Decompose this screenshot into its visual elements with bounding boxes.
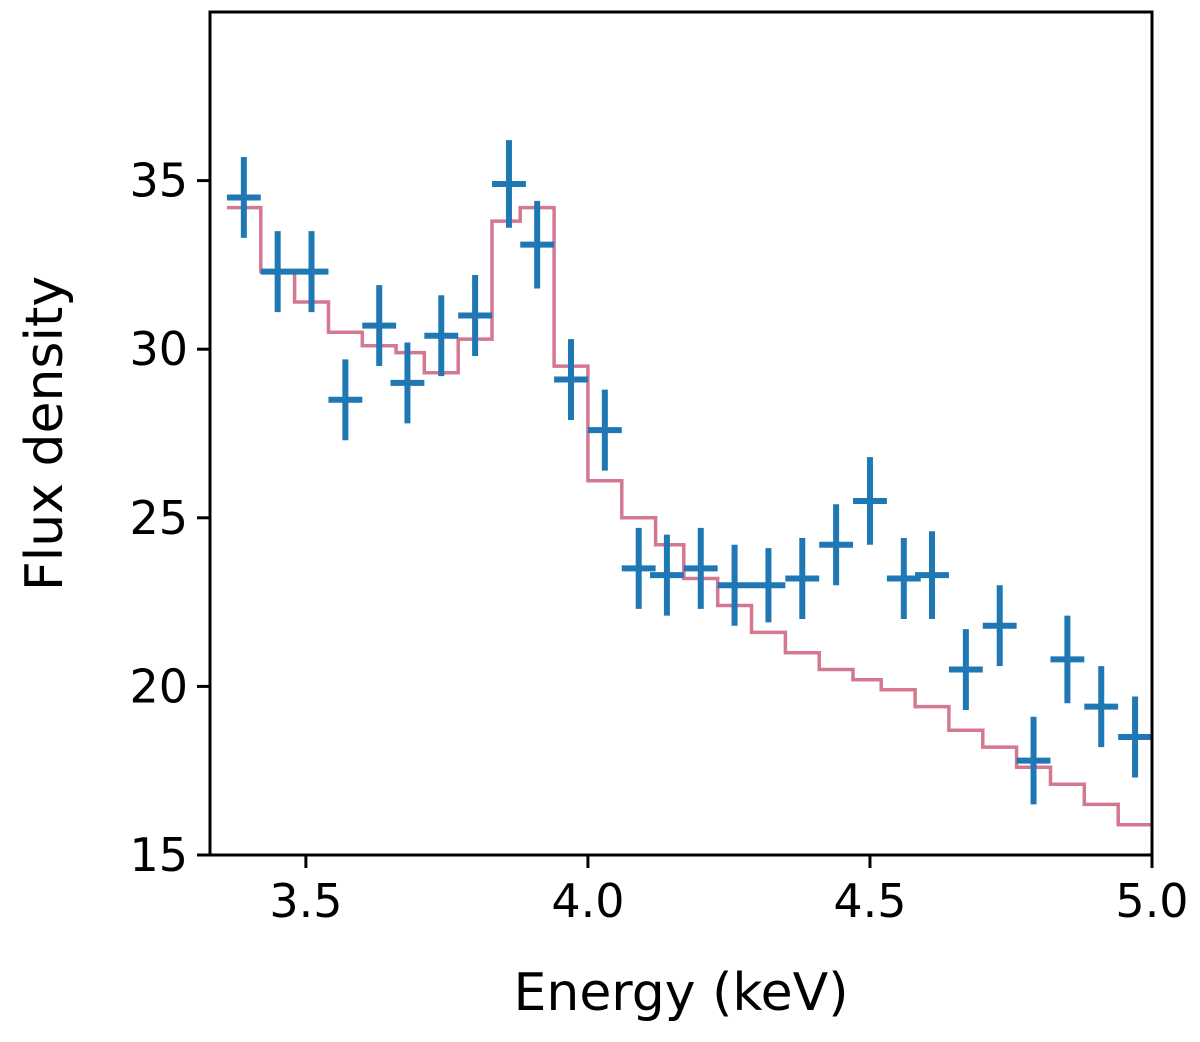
y-tick-label: 20 [129, 659, 188, 713]
data-point [424, 295, 459, 377]
x-tick-label: 5.0 [1115, 874, 1188, 928]
y-tick-label: 30 [129, 322, 188, 376]
x-tick-label: 4.0 [551, 874, 624, 928]
x-tick-label: 4.5 [833, 874, 906, 928]
data-point [1050, 615, 1085, 704]
model-step-line [226, 205, 1152, 827]
y-tick-label: 35 [129, 154, 188, 208]
data-point [751, 548, 786, 623]
data-point [328, 359, 363, 441]
data-point [649, 534, 684, 616]
data-point [886, 538, 921, 619]
plot-frame [208, 10, 1154, 857]
data-point [520, 200, 555, 289]
x-axis-label: Energy (keV) [514, 963, 849, 1023]
data-point [915, 531, 949, 619]
data-point [458, 275, 493, 356]
data-point [785, 538, 820, 619]
data-point [717, 544, 752, 626]
y-axis-label: Flux density [15, 276, 75, 591]
data-point [683, 527, 718, 609]
data-point [1016, 716, 1051, 805]
data-point [1084, 666, 1119, 748]
data-point [226, 156, 261, 238]
y-tick-label: 25 [129, 491, 188, 545]
axes-layer: 3.5 4.0 4.5 5.0 15 20 25 30 35 [129, 154, 1188, 928]
data-point [982, 585, 1017, 667]
data-point [1118, 696, 1152, 778]
x-tick-label: 3.5 [269, 874, 342, 928]
data-point [948, 629, 983, 711]
data-point [362, 285, 397, 367]
data-point [390, 342, 425, 424]
plot-layer [226, 140, 1152, 827]
data-point [294, 231, 329, 313]
data-point [853, 457, 887, 545]
data-point [492, 140, 526, 228]
data-point [621, 527, 656, 609]
data-point [587, 389, 622, 471]
y-tick-label: 15 [129, 828, 188, 882]
data-point [819, 504, 854, 586]
data-point [554, 339, 588, 421]
data-point [260, 231, 295, 313]
